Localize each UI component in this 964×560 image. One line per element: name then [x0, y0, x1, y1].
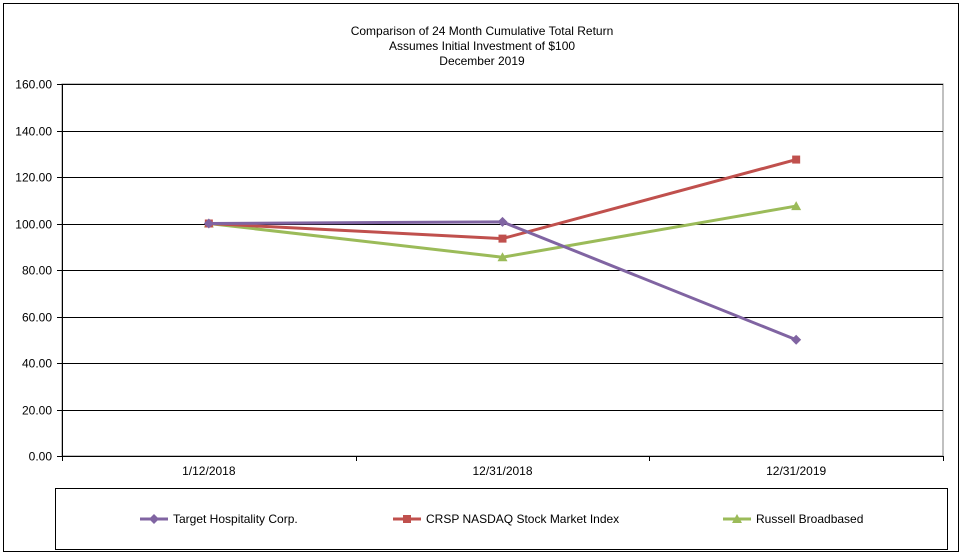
- line-chart: 0.00 20.00 40.00 60.00 80.00 100.00 120.00 140.…: [15, 78, 944, 478]
- x-tick-label: 12/31/2018: [472, 464, 532, 478]
- data-point-series-3: [791, 201, 802, 211]
- data-point-series-3: [497, 252, 508, 262]
- y-tick-label: 140.00: [15, 125, 52, 139]
- legend-item: Target Hospitality Corp.: [139, 511, 298, 527]
- legend: Target Hospitality Corp. CRSP NASDAQ Stoc…: [55, 488, 948, 550]
- data-point-series-1: [203, 218, 214, 229]
- chart-subtitle: Assumes Initial Investment of $100: [388, 39, 576, 53]
- legend-item: Russell Broadbased: [722, 511, 863, 527]
- legend-swatch: [723, 514, 751, 523]
- y-tick-label: 40.00: [22, 357, 52, 371]
- chart-subtitle-date: December 2019: [439, 54, 525, 68]
- legend-label: Russell Broadbased: [756, 512, 864, 526]
- legend-label: CRSP NASDAQ Stock Market Index: [426, 512, 620, 526]
- x-tick-label: 12/31/2019: [766, 464, 826, 478]
- data-point-series-1: [497, 216, 508, 227]
- data-point-series-2: [498, 234, 507, 243]
- chart-titles: Comparison of 24 Month Cumulative Total …: [0, 24, 964, 69]
- y-tick-label: 0.00: [29, 450, 53, 464]
- chart-title: Comparison of 24 Month Cumulative Total …: [350, 24, 614, 38]
- y-tick-label: 80.00: [22, 264, 52, 278]
- legend-swatch: [393, 515, 421, 523]
- y-tick-label: 120.00: [15, 171, 52, 185]
- data-point-series-1: [791, 334, 802, 345]
- y-tick-label: 20.00: [22, 404, 52, 418]
- legend-swatch: [140, 514, 168, 524]
- x-tick-label: 1/12/2018: [182, 464, 236, 478]
- y-tick-label: 160.00: [15, 78, 52, 92]
- data-point-series-2: [792, 155, 801, 164]
- y-tick-label: 60.00: [22, 311, 52, 325]
- y-tick-label: 100.00: [15, 218, 52, 232]
- legend-item: CRSP NASDAQ Stock Market Index: [392, 511, 619, 527]
- legend-label: Target Hospitality Corp.: [173, 512, 298, 526]
